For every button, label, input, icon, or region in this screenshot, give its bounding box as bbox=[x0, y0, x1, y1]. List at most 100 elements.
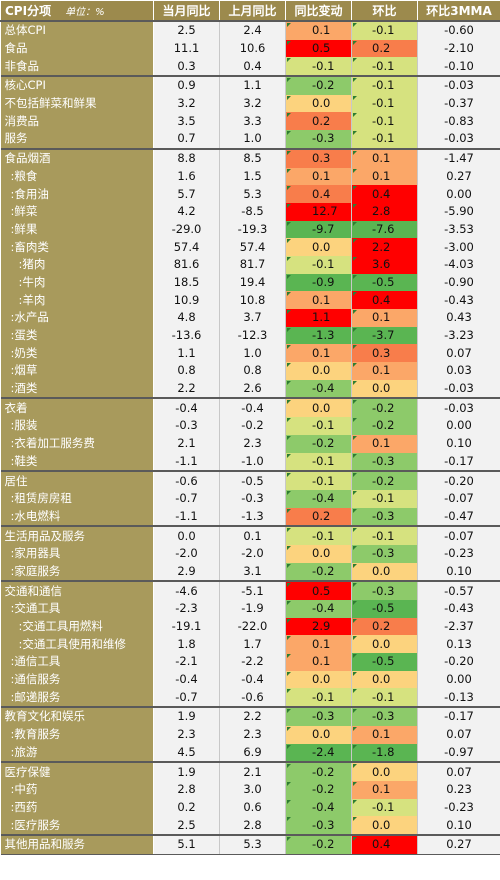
row-label: :通信工具 bbox=[0, 653, 154, 671]
cell-yoy-change: -0.3 bbox=[285, 706, 352, 726]
cell-yoy-change: -0.4 bbox=[285, 489, 352, 508]
cell-mom-3mma: -1.47 bbox=[417, 147, 500, 168]
table-row: :鞋类 -1.1 -1.0 -0.1 -0.3 -0.17 bbox=[0, 452, 500, 472]
table-row: 交通和通信 -4.6 -5.1 0.5 -0.3 -0.57 bbox=[0, 580, 500, 600]
cell-mom: -0.1 bbox=[351, 20, 418, 40]
cell-current-yoy: -19.1 bbox=[153, 617, 220, 636]
cell-yoy-change: -0.1 bbox=[285, 57, 352, 77]
table-row: 核心CPI 0.9 1.1 -0.2 -0.1 -0.03 bbox=[0, 75, 500, 95]
cell-previous-yoy: 2.3 bbox=[219, 434, 286, 453]
cell-mom-3mma: 0.13 bbox=[417, 635, 500, 654]
cell-mom: 0.0 bbox=[351, 761, 418, 781]
cell-mom: -0.5 bbox=[351, 600, 418, 618]
cell-previous-yoy: 1.0 bbox=[219, 130, 286, 149]
cell-previous-yoy: 1.0 bbox=[219, 344, 286, 363]
row-label: :奶类 bbox=[0, 344, 154, 363]
cell-mom-3mma: 0.27 bbox=[417, 833, 500, 855]
row-label: :鲜果 bbox=[0, 220, 154, 239]
cell-yoy-change: 0.5 bbox=[285, 580, 352, 600]
cell-yoy-change: 1.1 bbox=[285, 309, 352, 327]
cell-previous-yoy: -1.9 bbox=[219, 600, 286, 618]
table-row: :蛋类 -13.6 -12.3 -1.3 -3.7 -3.23 bbox=[0, 326, 500, 345]
cell-mom-3mma: -0.17 bbox=[417, 452, 500, 472]
cell-previous-yoy: 10.6 bbox=[219, 39, 286, 58]
header-yoy-change: 同比变动 bbox=[285, 0, 352, 22]
cell-current-yoy: 1.6 bbox=[153, 167, 220, 186]
table-row: 不包括鲜菜和鲜果 3.2 3.2 0.0 -0.1 -0.37 bbox=[0, 94, 500, 113]
cell-previous-yoy: -19.3 bbox=[219, 220, 286, 239]
cell-mom-3mma: 0.07 bbox=[417, 725, 500, 744]
cell-previous-yoy: 2.4 bbox=[219, 20, 286, 40]
row-label: :衣着加工服务费 bbox=[0, 434, 154, 453]
cell-mom: 0.0 bbox=[351, 635, 418, 654]
cell-previous-yoy: 2.1 bbox=[219, 761, 286, 781]
row-label: :邮递服务 bbox=[0, 688, 154, 708]
cell-mom: -1.8 bbox=[351, 743, 418, 763]
row-label: :通信服务 bbox=[0, 670, 154, 689]
cell-mom: -0.2 bbox=[351, 470, 418, 490]
row-label: :羊肉 bbox=[0, 291, 154, 309]
table-row: 医疗保健 1.9 2.1 -0.2 0.0 0.07 bbox=[0, 761, 500, 781]
cell-yoy-change: -0.2 bbox=[285, 562, 352, 582]
cell-previous-yoy: 0.4 bbox=[219, 57, 286, 77]
table-row: :奶类 1.1 1.0 0.1 0.3 0.07 bbox=[0, 344, 500, 363]
table-row: :邮递服务 -0.7 -0.6 -0.1 -0.1 -0.13 bbox=[0, 688, 500, 708]
cell-previous-yoy: -5.1 bbox=[219, 580, 286, 600]
cell-mom: -3.7 bbox=[351, 326, 418, 345]
cell-mom-3mma: -0.03 bbox=[417, 75, 500, 95]
cell-previous-yoy: 1.7 bbox=[219, 635, 286, 654]
cell-yoy-change: 0.2 bbox=[285, 112, 352, 131]
row-label: :水电燃料 bbox=[0, 507, 154, 527]
row-label: :服装 bbox=[0, 417, 154, 435]
row-label: :交通工具 bbox=[0, 600, 154, 618]
cell-current-yoy: 0.7 bbox=[153, 130, 220, 149]
row-label: 衣着 bbox=[0, 397, 154, 418]
row-label: :烟草 bbox=[0, 362, 154, 380]
row-label: 总体CPI bbox=[0, 20, 154, 40]
cell-current-yoy: 5.1 bbox=[153, 833, 220, 855]
cell-yoy-change: 0.0 bbox=[285, 362, 352, 380]
cell-current-yoy: 1.9 bbox=[153, 706, 220, 726]
cell-yoy-change: 0.1 bbox=[285, 635, 352, 654]
cell-yoy-change: -0.1 bbox=[285, 452, 352, 472]
table-row: :交通工具 -2.3 -1.9 -0.4 -0.5 -0.43 bbox=[0, 600, 500, 618]
row-label: :家用器具 bbox=[0, 544, 154, 563]
table-row: 食品 11.1 10.6 0.5 0.2 -2.10 bbox=[0, 39, 500, 58]
cell-mom: 0.1 bbox=[351, 167, 418, 186]
unit-label: 单位：% bbox=[65, 7, 105, 18]
cell-current-yoy: 57.4 bbox=[153, 238, 220, 256]
cell-mom: 0.0 bbox=[351, 379, 418, 399]
cell-mom-3mma: -3.53 bbox=[417, 220, 500, 239]
cell-previous-yoy: 3.3 bbox=[219, 112, 286, 131]
cell-mom: -0.5 bbox=[351, 273, 418, 292]
cell-current-yoy: 0.2 bbox=[153, 798, 220, 817]
cell-yoy-change: 0.0 bbox=[285, 544, 352, 563]
cell-current-yoy: -4.6 bbox=[153, 580, 220, 600]
cell-current-yoy: 0.0 bbox=[153, 525, 220, 545]
row-label: 生活用品及服务 bbox=[0, 525, 154, 545]
cell-yoy-change: -0.9 bbox=[285, 273, 352, 292]
cell-mom: 2.8 bbox=[351, 202, 418, 221]
cell-mom: 0.1 bbox=[351, 725, 418, 744]
header-mom: 环比 bbox=[351, 0, 418, 22]
cell-previous-yoy: 3.0 bbox=[219, 780, 286, 799]
cell-previous-yoy: 81.7 bbox=[219, 255, 286, 274]
cell-yoy-change: -2.4 bbox=[285, 743, 352, 763]
table-row: :服装 -0.3 -0.2 -0.1 -0.2 0.00 bbox=[0, 417, 500, 435]
row-label: :旅游 bbox=[0, 743, 154, 763]
cell-previous-yoy: 1.5 bbox=[219, 167, 286, 186]
cell-current-yoy: 11.1 bbox=[153, 39, 220, 58]
cell-yoy-change: 0.0 bbox=[285, 725, 352, 744]
table-row: :食用油 5.7 5.3 0.4 0.4 0.00 bbox=[0, 185, 500, 203]
cell-mom-3mma: -0.23 bbox=[417, 544, 500, 563]
table-row: 教育文化和娱乐 1.9 2.2 -0.3 -0.3 -0.17 bbox=[0, 706, 500, 726]
row-label: 居住 bbox=[0, 470, 154, 490]
cell-current-yoy: -0.7 bbox=[153, 688, 220, 708]
table-row: :西药 0.2 0.6 -0.4 -0.1 -0.23 bbox=[0, 798, 500, 817]
row-label: 消费品 bbox=[0, 112, 154, 131]
cell-mom: 0.3 bbox=[351, 344, 418, 363]
cell-mom-3mma: -0.97 bbox=[417, 743, 500, 763]
table-row: 生活用品及服务 0.0 0.1 -0.1 -0.1 -0.07 bbox=[0, 525, 500, 545]
row-label: 医疗保健 bbox=[0, 761, 154, 781]
cell-mom: 0.2 bbox=[351, 39, 418, 58]
